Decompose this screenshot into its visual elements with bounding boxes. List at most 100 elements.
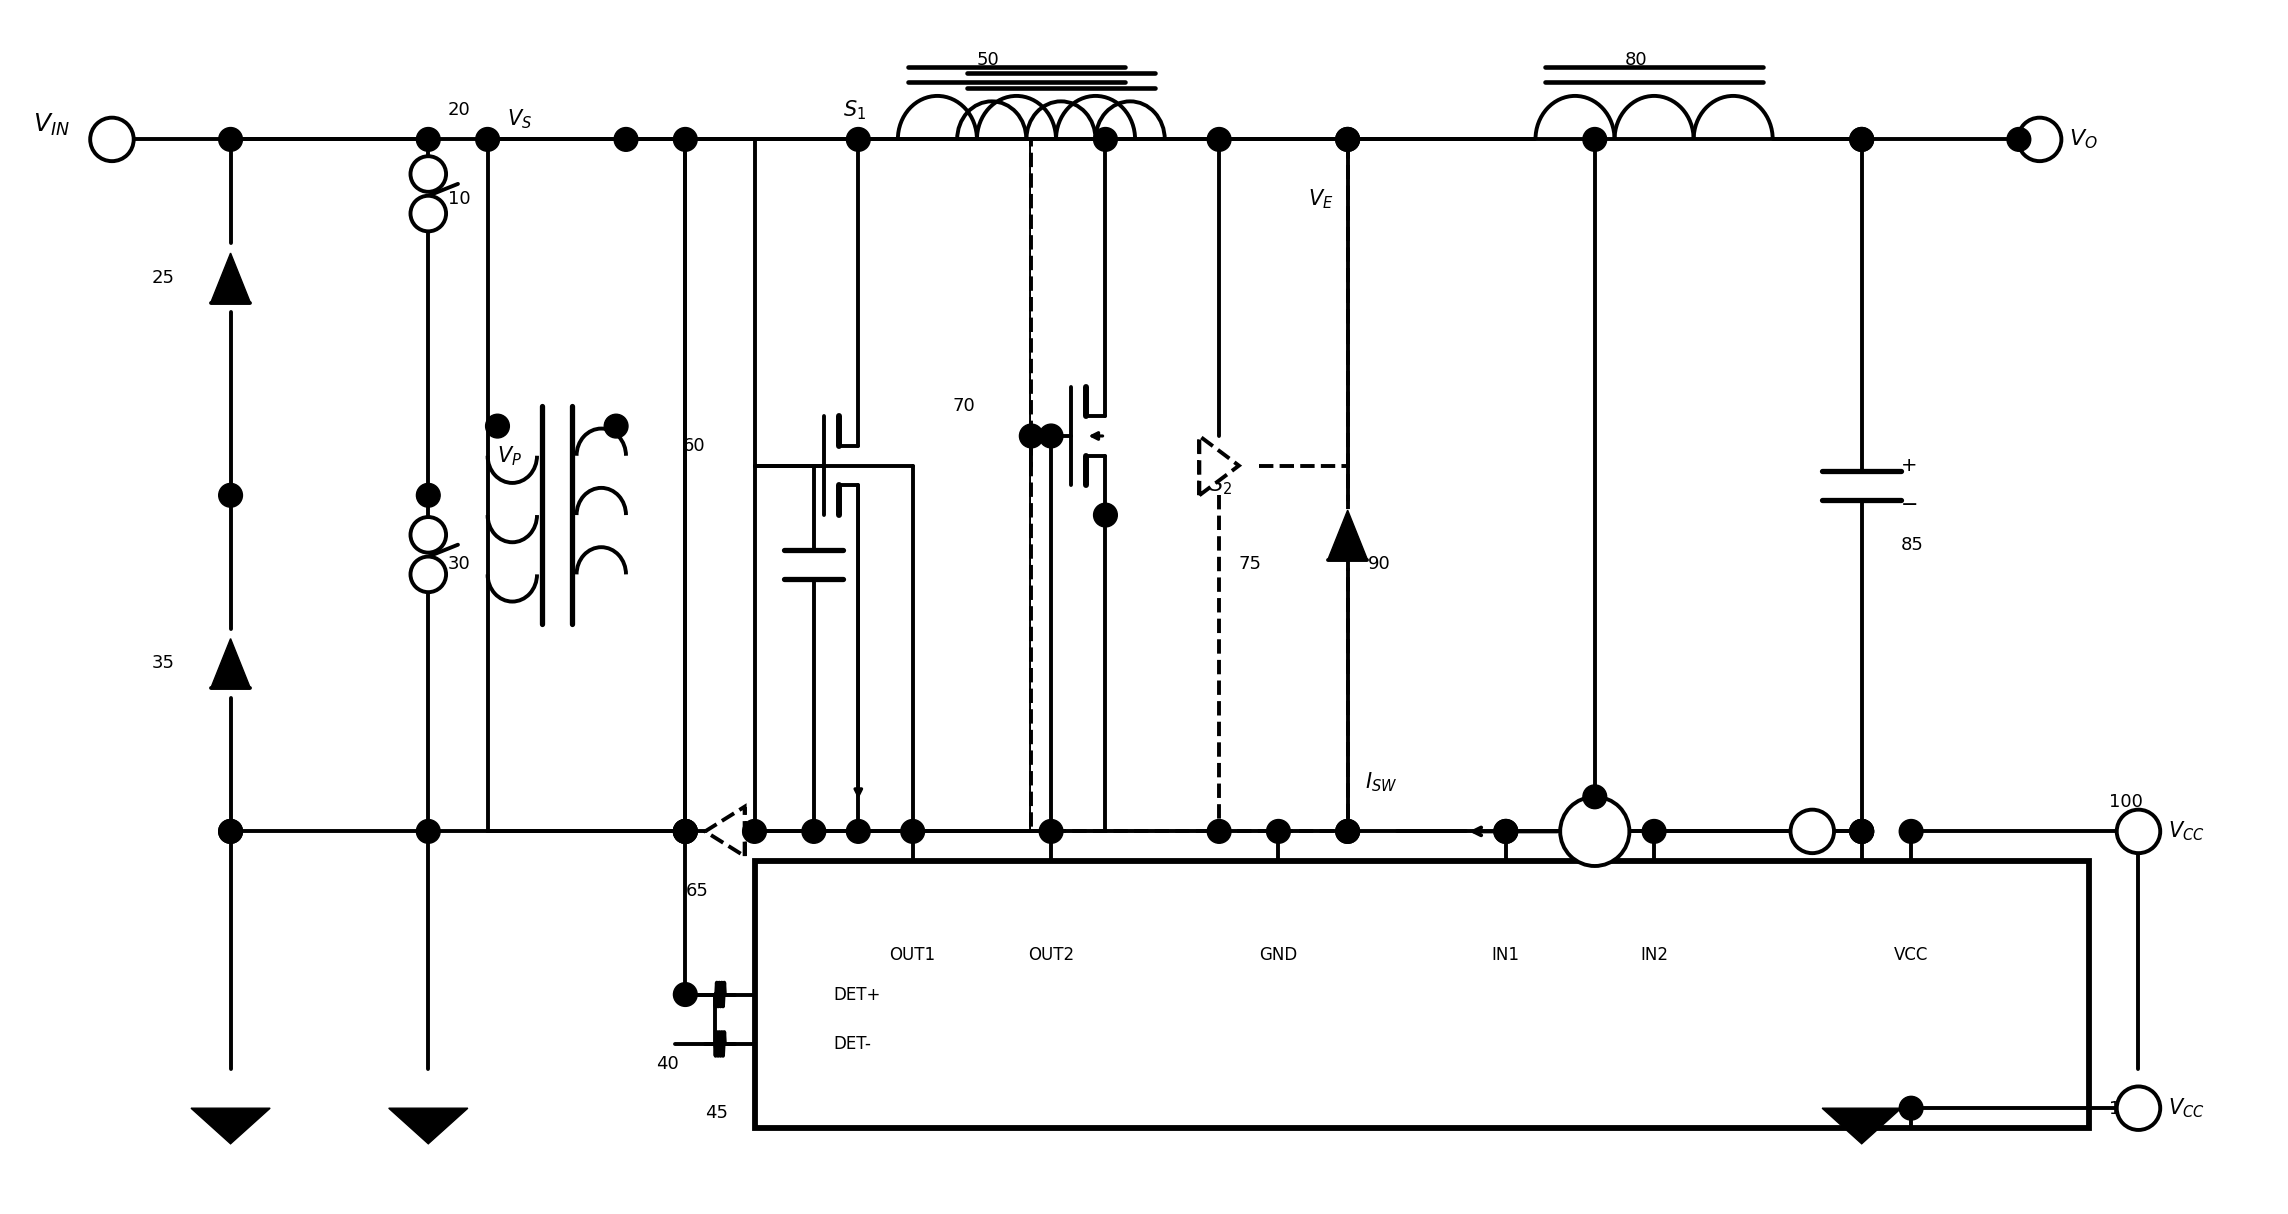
Circle shape bbox=[1849, 819, 1874, 844]
Text: 25: 25 bbox=[151, 268, 174, 287]
Text: IN2: IN2 bbox=[1640, 946, 1668, 964]
Polygon shape bbox=[210, 253, 249, 302]
Text: 30: 30 bbox=[448, 556, 471, 573]
Circle shape bbox=[1039, 424, 1064, 448]
Circle shape bbox=[1494, 819, 1517, 844]
Text: $V_O$: $V_O$ bbox=[2068, 127, 2098, 152]
Text: OUT2: OUT2 bbox=[1027, 946, 1073, 964]
Circle shape bbox=[1336, 127, 1359, 152]
Polygon shape bbox=[1821, 1108, 1901, 1144]
Text: 90: 90 bbox=[1368, 556, 1391, 573]
Text: IN1: IN1 bbox=[1492, 946, 1519, 964]
Text: 70: 70 bbox=[952, 397, 975, 415]
Circle shape bbox=[410, 195, 446, 232]
Circle shape bbox=[220, 127, 243, 152]
Circle shape bbox=[1792, 810, 1835, 853]
Text: $V_{IN}$: $V_{IN}$ bbox=[32, 112, 69, 137]
Circle shape bbox=[1268, 819, 1290, 844]
Circle shape bbox=[220, 819, 243, 844]
Circle shape bbox=[673, 819, 698, 844]
Text: 20: 20 bbox=[448, 101, 471, 119]
Circle shape bbox=[1899, 1096, 1922, 1121]
Circle shape bbox=[1039, 819, 1064, 844]
Circle shape bbox=[847, 127, 869, 152]
Circle shape bbox=[1094, 127, 1117, 152]
Text: 40: 40 bbox=[657, 1055, 680, 1073]
Circle shape bbox=[220, 819, 243, 844]
Circle shape bbox=[1208, 127, 1231, 152]
Bar bbox=[755, 861, 2089, 1128]
Circle shape bbox=[1336, 127, 1359, 152]
Circle shape bbox=[673, 127, 698, 152]
Circle shape bbox=[1849, 819, 1874, 844]
Circle shape bbox=[1583, 127, 1606, 152]
Polygon shape bbox=[389, 1108, 467, 1144]
Circle shape bbox=[1643, 819, 1666, 844]
Circle shape bbox=[1899, 819, 1922, 844]
Text: 60: 60 bbox=[682, 437, 705, 455]
Circle shape bbox=[2116, 1087, 2160, 1130]
Text: $S_1$: $S_1$ bbox=[844, 98, 867, 121]
Circle shape bbox=[1583, 785, 1606, 809]
Circle shape bbox=[1494, 819, 1517, 844]
Circle shape bbox=[803, 819, 826, 844]
Text: 45: 45 bbox=[705, 1105, 728, 1122]
Circle shape bbox=[744, 819, 766, 844]
Circle shape bbox=[416, 819, 439, 844]
Text: −: − bbox=[1901, 495, 1920, 515]
Text: DET-: DET- bbox=[833, 1036, 872, 1053]
Polygon shape bbox=[190, 1108, 270, 1144]
Text: 100: 100 bbox=[2110, 1100, 2142, 1118]
Circle shape bbox=[604, 414, 627, 438]
Text: OUT1: OUT1 bbox=[890, 946, 936, 964]
Polygon shape bbox=[210, 639, 249, 688]
Circle shape bbox=[485, 414, 510, 438]
Bar bbox=[1032, 140, 1348, 832]
Text: 100: 100 bbox=[2110, 793, 2142, 811]
Circle shape bbox=[1560, 796, 1629, 866]
Circle shape bbox=[1094, 503, 1117, 527]
Circle shape bbox=[2007, 127, 2032, 152]
Circle shape bbox=[901, 819, 924, 844]
Circle shape bbox=[410, 517, 446, 552]
Circle shape bbox=[476, 127, 499, 152]
Text: $V_E$: $V_E$ bbox=[1309, 187, 1334, 210]
Polygon shape bbox=[705, 806, 744, 856]
Text: $V_{CC}$: $V_{CC}$ bbox=[2169, 819, 2206, 844]
Circle shape bbox=[673, 819, 698, 844]
Text: VCC: VCC bbox=[1894, 946, 1929, 964]
Circle shape bbox=[1849, 127, 1874, 152]
Text: GND: GND bbox=[1258, 946, 1297, 964]
Text: DET+: DET+ bbox=[833, 986, 881, 1004]
Text: 65: 65 bbox=[686, 881, 709, 900]
Circle shape bbox=[1208, 819, 1231, 844]
Text: $I_{SW}$: $I_{SW}$ bbox=[1364, 770, 1398, 794]
Circle shape bbox=[1849, 819, 1874, 844]
Circle shape bbox=[2116, 810, 2160, 853]
Circle shape bbox=[410, 157, 446, 192]
Text: 85: 85 bbox=[1901, 535, 1924, 554]
Circle shape bbox=[847, 819, 869, 844]
Polygon shape bbox=[1199, 436, 1238, 495]
Text: 10: 10 bbox=[448, 189, 471, 208]
Circle shape bbox=[1336, 819, 1359, 844]
Circle shape bbox=[416, 127, 439, 152]
Polygon shape bbox=[1327, 510, 1368, 560]
Text: +: + bbox=[1901, 456, 1917, 475]
Circle shape bbox=[673, 982, 698, 1006]
Circle shape bbox=[1849, 127, 1874, 152]
Circle shape bbox=[673, 819, 698, 844]
Text: $V_S$: $V_S$ bbox=[508, 108, 533, 131]
Text: $S_2$: $S_2$ bbox=[1210, 473, 1233, 498]
Circle shape bbox=[220, 483, 243, 507]
Bar bbox=[755, 140, 1032, 832]
Circle shape bbox=[416, 483, 439, 507]
Text: $V_{CC}$: $V_{CC}$ bbox=[2169, 1096, 2206, 1121]
Text: 75: 75 bbox=[1238, 556, 1263, 573]
Circle shape bbox=[410, 556, 446, 592]
Text: 80: 80 bbox=[1624, 51, 1647, 69]
Circle shape bbox=[2018, 118, 2061, 161]
Text: 50: 50 bbox=[977, 51, 1000, 69]
Text: 35: 35 bbox=[151, 654, 174, 673]
Circle shape bbox=[89, 118, 133, 161]
